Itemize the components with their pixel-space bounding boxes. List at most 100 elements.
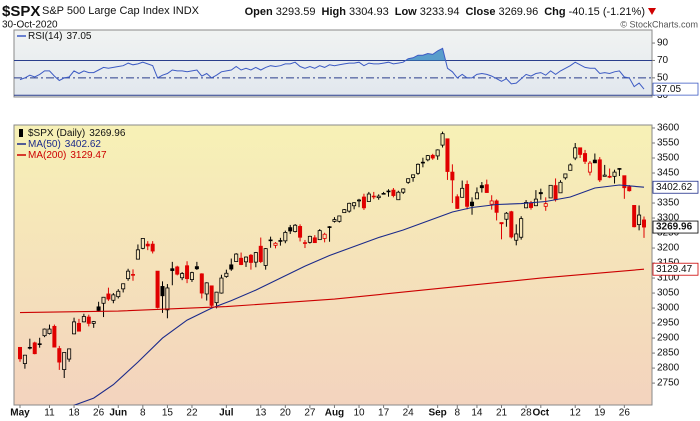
value-box <box>652 220 699 234</box>
quote-value: 3269.96 <box>498 6 538 18</box>
change-pct: (-1.21%) <box>603 6 645 18</box>
quote-label: Chg <box>544 6 565 18</box>
x-tick-label: 11 <box>44 408 55 419</box>
candle-body <box>445 138 450 172</box>
legend-name: RSI(14) <box>28 31 62 42</box>
y-tick-label: 90 <box>657 38 669 49</box>
candle-body <box>293 224 298 232</box>
candle-body <box>22 354 27 364</box>
candle-body <box>219 277 224 294</box>
candle-body <box>327 226 332 228</box>
candle-body <box>524 202 529 209</box>
y-tick-label: 3600 <box>657 123 680 134</box>
candle-body <box>224 272 229 277</box>
candle-body <box>298 226 303 238</box>
y-tick-label: 3200 <box>657 243 680 254</box>
candle-body <box>194 266 199 270</box>
candle-body <box>381 193 386 195</box>
x-tick-label: 15 <box>162 408 174 419</box>
x-tick-label: 27 <box>304 408 316 419</box>
x-tick-label: 14 <box>471 408 483 419</box>
value-box-label: 3402.62 <box>656 182 693 193</box>
legend-value: 3402.62 <box>65 139 102 150</box>
legend-name: MA(50) <box>28 139 61 150</box>
candle-body <box>312 237 317 244</box>
candle-body <box>361 196 366 209</box>
x-tick-label: 28 <box>521 408 533 419</box>
candle-body <box>558 181 563 194</box>
quote-label: Open <box>245 6 273 18</box>
candle-body <box>602 174 607 177</box>
candle-body <box>239 257 244 265</box>
x-tick-label: 20 <box>280 408 292 419</box>
candle-body <box>411 174 416 178</box>
quote-value: -40.15 <box>569 6 600 18</box>
y-tick-label: 3350 <box>657 198 680 209</box>
candle-body <box>612 171 617 177</box>
candle-body <box>170 268 175 271</box>
legend-entry: MA(200) 3129.47 <box>28 150 107 161</box>
candle-body <box>632 205 637 228</box>
candle-body <box>17 346 22 360</box>
candle-body <box>116 290 121 298</box>
value-box <box>652 180 699 194</box>
candle-body <box>425 155 430 161</box>
candle-body <box>366 193 371 202</box>
candle-body <box>504 212 509 220</box>
candle-body <box>563 173 568 179</box>
candle-body <box>72 321 77 335</box>
candle-body <box>32 342 37 355</box>
candle-body <box>573 147 578 159</box>
x-tick-label: Aug <box>325 408 344 419</box>
y-tick-label: 70 <box>657 55 669 66</box>
candle-body <box>499 222 504 225</box>
legend-entry: RSI(14) 37.05 <box>28 31 92 42</box>
candle-body <box>76 322 81 332</box>
y-tick-label: 2750 <box>657 378 680 389</box>
x-tick-label: Jun <box>109 408 127 419</box>
candle-body <box>470 201 475 207</box>
candle-body <box>244 256 249 263</box>
x-tick-label: 26 <box>619 408 631 419</box>
candle-body <box>578 147 583 155</box>
candle-body <box>465 184 470 207</box>
candle-body <box>592 159 597 164</box>
candle-body <box>587 162 592 173</box>
candle-body <box>396 191 401 201</box>
quote-value: 3293.59 <box>276 6 316 18</box>
candle-body <box>27 346 32 349</box>
legend-value: 3269.96 <box>89 128 126 139</box>
candles <box>17 131 647 378</box>
candle-body <box>347 202 352 212</box>
candle-body <box>332 219 337 222</box>
x-tick-label: 10 <box>353 408 365 419</box>
candle-body <box>155 270 160 308</box>
legend-entry: $SPX (Daily) 3269.96 <box>28 128 126 139</box>
candle-body <box>494 200 499 213</box>
x-tick-label: Jul <box>219 408 234 419</box>
candle-body <box>91 321 96 324</box>
candle-body <box>568 164 573 171</box>
y-tick-label: 3100 <box>657 273 680 284</box>
candle-body <box>509 211 514 238</box>
x-tick-label: 13 <box>255 408 267 419</box>
candle-body <box>180 273 185 279</box>
y-tick-label: 3550 <box>657 138 680 149</box>
candle-body <box>430 154 435 159</box>
candle-body <box>204 282 209 295</box>
candle-body <box>642 219 647 228</box>
candle-body <box>288 227 293 232</box>
y-tick-label: 3050 <box>657 288 680 299</box>
x-tick-label: Oct <box>532 408 549 419</box>
candle-body <box>150 243 155 252</box>
candle-body <box>283 232 288 242</box>
x-tick-label: 19 <box>594 408 606 419</box>
ma-line <box>73 184 645 405</box>
candle-body <box>627 186 632 192</box>
candle-body <box>52 325 57 348</box>
candle-body <box>484 184 489 193</box>
candle-body <box>81 316 86 323</box>
candle-body <box>420 161 425 164</box>
candle-body <box>371 195 376 198</box>
candle-body <box>597 159 602 181</box>
